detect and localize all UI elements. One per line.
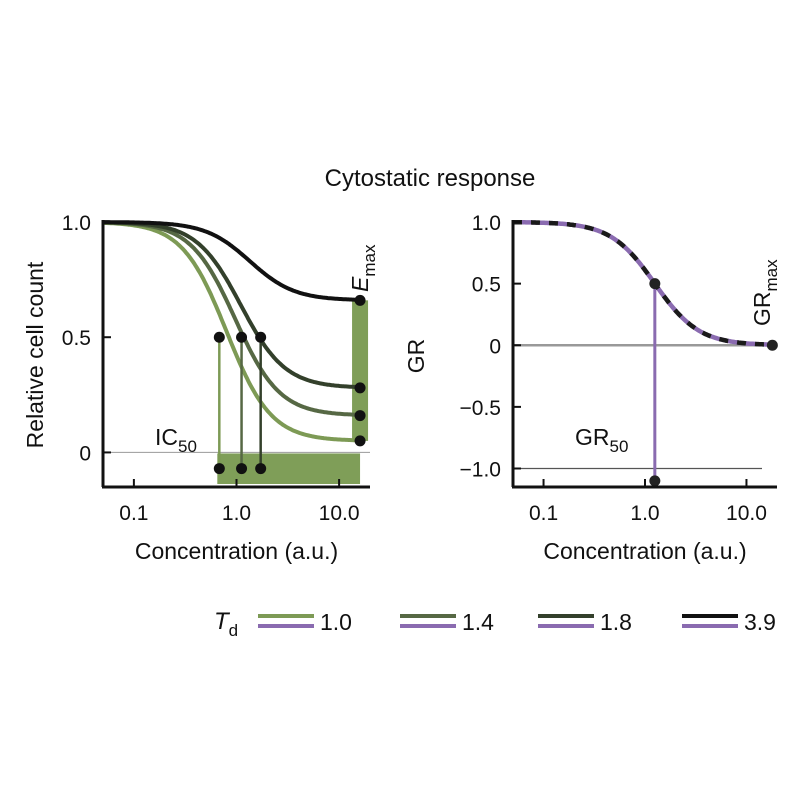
legend-symbol-main: T — [214, 608, 231, 635]
legend-label-1.0: 1.0 — [320, 609, 352, 635]
gr-x-axis-title: Concentration (a.u.) — [543, 538, 746, 564]
legend-label-1.4: 1.4 — [462, 609, 494, 635]
ic50-base-point-td-1.0 — [213, 463, 225, 475]
left-panel-relative-cell-count: 0 0.5 1.0 0.1 1.0 10.0 Concentration (a.u.) Rel… — [22, 212, 379, 564]
gr-x-tick-label: 10.0 — [726, 502, 767, 525]
gr50-base-point — [649, 475, 661, 487]
gr50-annotation: GR50 — [575, 424, 628, 456]
gr-curve-purple — [513, 219, 773, 347]
right-panel-gr: 1.0 0.5 0 −0.5 −1.0 0.1 1.0 10.0 Concentration (… — [403, 212, 781, 564]
gr-y-tick-label: 0.5 — [472, 274, 501, 297]
gr-y-axis-title: GR — [403, 339, 429, 374]
ic50-point-td-1.0 — [213, 331, 225, 343]
ic50-annotation-sub: 50 — [178, 437, 197, 456]
gr50-annotation-main: GR — [575, 424, 610, 450]
legend-label-3.9: 3.9 — [744, 609, 776, 635]
legend: Td 1.0 1.4 1.8 3.9 — [214, 608, 776, 640]
gr-y-tick-label: 1.0 — [472, 212, 501, 235]
emax-annotation-sub: max — [360, 244, 379, 277]
grmax-point — [766, 339, 778, 351]
emax-point-td-3.9 — [354, 294, 366, 306]
ic50-point-td-1.4 — [236, 331, 248, 343]
gr50-point — [649, 278, 661, 290]
ic50-annotation-main: IC — [155, 424, 178, 450]
gr-y-tick-label: 0 — [489, 335, 501, 358]
x-tick-label: 1.0 — [222, 502, 251, 525]
legend-symbol-sub: d — [229, 621, 238, 640]
grmax-annotation-sub: max — [762, 259, 781, 292]
emax-annotation-main: E — [347, 276, 373, 292]
chart-title: Cytostatic response — [325, 165, 536, 192]
gr-y-tick-label: −0.5 — [460, 397, 501, 420]
legend-symbol: Td — [214, 608, 238, 640]
emax-band — [352, 300, 369, 441]
curve-td-1.4 — [103, 220, 361, 417]
gr50-annotation-sub: 50 — [610, 437, 629, 456]
gr-y-tick-label: −1.0 — [460, 459, 501, 482]
y-tick-label: 0.5 — [62, 327, 91, 350]
x-tick-label: 10.0 — [319, 502, 360, 525]
x-axis-title: Concentration (a.u.) — [135, 538, 338, 564]
emax-point-td-1.4 — [354, 410, 366, 422]
curve-td-3.9 — [103, 220, 361, 302]
gr-x-tick-label: 1.0 — [630, 502, 659, 525]
gr-curve-dashed — [513, 219, 773, 347]
ic50-annotation: IC50 — [155, 424, 197, 456]
gr-x-tick-label: 0.1 — [529, 502, 558, 525]
ic50-point-td-1.8 — [255, 331, 267, 343]
y-axis-title: Relative cell count — [22, 261, 48, 448]
emax-annotation: Emax — [347, 244, 379, 292]
y-tick-label: 0 — [79, 442, 91, 465]
emax-point-td-1.8 — [354, 382, 366, 394]
y-tick-label: 1.0 — [62, 212, 91, 235]
ic50-base-point-td-1.8 — [255, 463, 267, 475]
emax-point-td-1.0 — [354, 435, 366, 447]
x-tick-label: 0.1 — [119, 502, 148, 525]
legend-label-1.8: 1.8 — [600, 609, 632, 635]
grmax-annotation: GRmax — [749, 259, 781, 326]
grmax-annotation-main: GR — [749, 292, 775, 327]
curve-td-1.0 — [103, 220, 361, 443]
ic50-base-point-td-1.4 — [236, 463, 248, 475]
